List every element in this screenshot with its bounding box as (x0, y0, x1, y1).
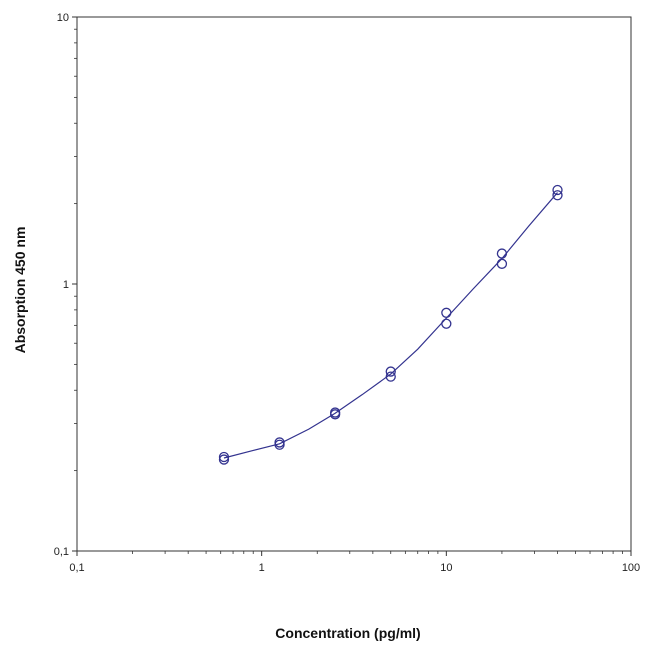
x-tick-label: 1 (259, 562, 265, 574)
data-point (218, 454, 230, 465)
data-point (441, 307, 452, 318)
y-tick-label: 0,1 (54, 546, 69, 558)
data-point (330, 409, 341, 420)
data-point (385, 366, 396, 377)
x-axis-label: Concentration (pg/ml) (275, 625, 421, 641)
x-axis-ticks: 0,1 1 10 100 (69, 551, 640, 574)
y-tick-label: 1 (63, 279, 69, 291)
x-tick-label: 100 (622, 562, 640, 574)
data-point (274, 439, 285, 450)
y-axis-label: Absorption 450 nm (12, 226, 28, 354)
fit-curve-line (223, 192, 558, 459)
y-axis-ticks: 0,1 1 10 (54, 12, 77, 558)
data-point (496, 258, 508, 269)
x-tick-label: 10 (440, 562, 452, 574)
plot-frame (76, 16, 632, 552)
data-point (496, 248, 508, 259)
fit-curve-group (223, 192, 558, 459)
plot-border (76, 16, 632, 552)
data-point (552, 190, 563, 201)
data-point (218, 451, 230, 463)
data-point (441, 318, 452, 329)
data-points-group (218, 184, 563, 465)
x-tick-label: 0,1 (69, 562, 84, 574)
data-point (385, 371, 396, 382)
data-point (552, 184, 563, 196)
y-tick-label: 10 (57, 12, 69, 24)
